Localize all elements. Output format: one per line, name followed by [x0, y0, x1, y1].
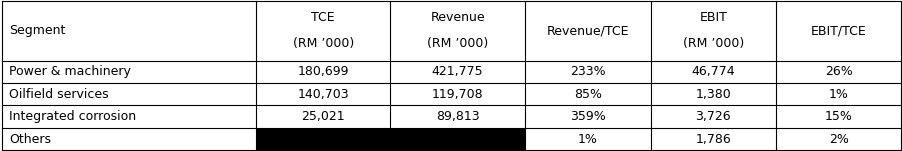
Text: 85%: 85%	[574, 88, 602, 101]
Text: 15%: 15%	[824, 110, 851, 123]
Text: (RM ’000): (RM ’000)	[427, 37, 488, 50]
Text: 2%: 2%	[828, 133, 848, 146]
Text: Oilfield services: Oilfield services	[9, 88, 108, 101]
Text: Revenue: Revenue	[430, 11, 484, 24]
Text: 1,380: 1,380	[695, 88, 731, 101]
Text: (RM ’000): (RM ’000)	[292, 37, 354, 50]
Text: 26%: 26%	[824, 65, 851, 78]
Text: EBIT/TCE: EBIT/TCE	[810, 24, 866, 37]
Text: 25,021: 25,021	[301, 110, 345, 123]
Text: 1%: 1%	[577, 133, 597, 146]
Text: 233%: 233%	[569, 65, 605, 78]
Text: 3,726: 3,726	[695, 110, 731, 123]
Text: Integrated corrosion: Integrated corrosion	[9, 110, 136, 123]
Text: Segment: Segment	[9, 24, 65, 37]
Text: 1,786: 1,786	[695, 133, 731, 146]
Text: Others: Others	[9, 133, 51, 146]
Text: (RM ’000): (RM ’000)	[682, 37, 743, 50]
Bar	[256, 128, 525, 150]
Text: 1%: 1%	[828, 88, 848, 101]
Text: 46,774: 46,774	[691, 65, 734, 78]
Text: 119,708: 119,708	[431, 88, 483, 101]
Text: 89,813: 89,813	[436, 110, 479, 123]
Text: EBIT: EBIT	[698, 11, 726, 24]
Text: Power & machinery: Power & machinery	[9, 65, 131, 78]
Text: 421,775: 421,775	[431, 65, 483, 78]
Text: TCE: TCE	[311, 11, 335, 24]
Text: 140,703: 140,703	[297, 88, 348, 101]
Text: Revenue/TCE: Revenue/TCE	[547, 24, 629, 37]
Text: 359%: 359%	[569, 110, 605, 123]
Text: 180,699: 180,699	[297, 65, 348, 78]
